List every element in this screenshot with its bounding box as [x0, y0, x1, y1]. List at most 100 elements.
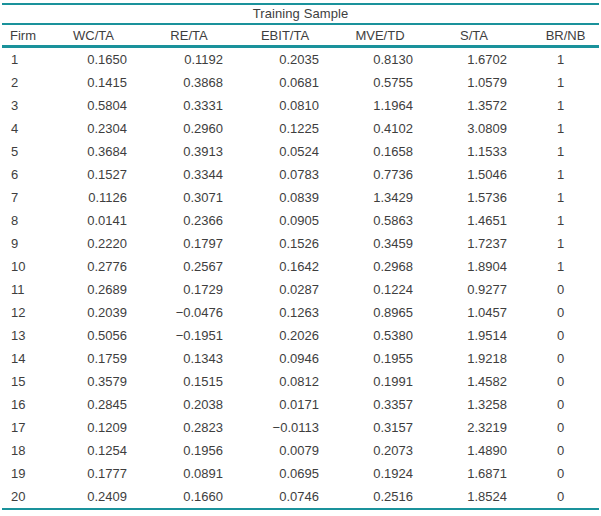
cell-wc-ta: 0.0141 — [55, 213, 150, 228]
cell-firm: 14 — [0, 351, 55, 366]
table-header-row: Firm WC/TA RE/TA EBIT/TA MVE/TD S/TA BR/… — [0, 25, 601, 45]
cell-ebit-ta: 0.0783 — [246, 167, 342, 182]
cell-ebit-ta: 0.0287 — [246, 282, 342, 297]
table-row: 7 0.1126 0.3071 0.0839 1.3429 1.5736 1 — [0, 186, 601, 209]
cell-re-ta: 0.2567 — [150, 259, 246, 274]
cell-ebit-ta: 0.1263 — [246, 305, 342, 320]
cell-br-nb: 0 — [530, 397, 601, 412]
cell-wc-ta: 0.2409 — [55, 489, 150, 504]
cell-mve-td: 0.1224 — [342, 282, 436, 297]
cell-mve-td: 0.3157 — [342, 420, 436, 435]
cell-mve-td: 0.5863 — [342, 213, 436, 228]
cell-ebit-ta: 0.1642 — [246, 259, 342, 274]
cell-firm: 10 — [0, 259, 55, 274]
cell-re-ta: 0.1192 — [150, 52, 246, 67]
cell-mve-td: 0.8130 — [342, 52, 436, 67]
cell-wc-ta: 0.2776 — [55, 259, 150, 274]
cell-ebit-ta: 0.1526 — [246, 236, 342, 251]
cell-re-ta: 0.2960 — [150, 121, 246, 136]
column-header-firm: Firm — [0, 28, 55, 43]
table-row: 6 0.1527 0.3344 0.0783 0.7736 1.5046 1 — [0, 163, 601, 186]
cell-s-ta: 1.6702 — [436, 52, 530, 67]
cell-ebit-ta: 0.2026 — [246, 328, 342, 343]
cell-br-nb: 1 — [530, 167, 601, 182]
cell-mve-td: 0.3459 — [342, 236, 436, 251]
cell-br-nb: 0 — [530, 489, 601, 504]
column-header-re-ta: RE/TA — [150, 28, 246, 43]
table-row: 10 0.2776 0.2567 0.1642 0.2968 1.8904 1 — [0, 255, 601, 278]
cell-mve-td: 0.1991 — [342, 374, 436, 389]
cell-mve-td: 0.1924 — [342, 466, 436, 481]
cell-mve-td: 1.1964 — [342, 98, 436, 113]
cell-ebit-ta: 0.0839 — [246, 190, 342, 205]
cell-firm: 5 — [0, 144, 55, 159]
table-row: 3 0.5804 0.3331 0.0810 1.1964 1.3572 1 — [0, 94, 601, 117]
cell-firm: 1 — [0, 52, 55, 67]
cell-wc-ta: 0.5804 — [55, 98, 150, 113]
table-row: 5 0.3684 0.3913 0.0524 0.1658 1.1533 1 — [0, 140, 601, 163]
cell-firm: 13 — [0, 328, 55, 343]
cell-wc-ta: 0.1209 — [55, 420, 150, 435]
cell-firm: 12 — [0, 305, 55, 320]
cell-firm: 15 — [0, 374, 55, 389]
table-row: 9 0.2220 0.1797 0.1526 0.3459 1.7237 1 — [0, 232, 601, 255]
cell-mve-td: 1.3429 — [342, 190, 436, 205]
cell-mve-td: 0.2073 — [342, 443, 436, 458]
cell-s-ta: 1.4651 — [436, 213, 530, 228]
cell-wc-ta: 0.5056 — [55, 328, 150, 343]
table-row: 13 0.5056 −0.1951 0.2026 0.5380 1.9514 0 — [0, 324, 601, 347]
cell-re-ta: −0.1951 — [150, 328, 246, 343]
cell-mve-td: 0.3357 — [342, 397, 436, 412]
cell-mve-td: 0.2516 — [342, 489, 436, 504]
cell-re-ta: 0.3913 — [150, 144, 246, 159]
cell-s-ta: 1.4582 — [436, 374, 530, 389]
cell-re-ta: −0.0476 — [150, 305, 246, 320]
cell-wc-ta: 0.1254 — [55, 443, 150, 458]
cell-wc-ta: 0.2039 — [55, 305, 150, 320]
cell-re-ta: 0.1660 — [150, 489, 246, 504]
cell-mve-td: 0.1658 — [342, 144, 436, 159]
cell-br-nb: 0 — [530, 466, 601, 481]
cell-s-ta: 2.3219 — [436, 420, 530, 435]
cell-s-ta: 1.6871 — [436, 466, 530, 481]
cell-ebit-ta: 0.0812 — [246, 374, 342, 389]
training-sample-table: Training Sample Firm WC/TA RE/TA EBIT/TA… — [0, 0, 601, 516]
cell-br-nb: 1 — [530, 213, 601, 228]
cell-br-nb: 1 — [530, 98, 601, 113]
cell-re-ta: 0.3868 — [150, 75, 246, 90]
cell-wc-ta: 0.1650 — [55, 52, 150, 67]
cell-ebit-ta: 0.2035 — [246, 52, 342, 67]
cell-br-nb: 1 — [530, 121, 601, 136]
table-row: 19 0.1777 0.0891 0.0695 0.1924 1.6871 0 — [0, 462, 601, 485]
cell-ebit-ta: 0.0746 — [246, 489, 342, 504]
cell-s-ta: 3.0809 — [436, 121, 530, 136]
cell-mve-td: 0.4102 — [342, 121, 436, 136]
cell-mve-td: 0.1955 — [342, 351, 436, 366]
cell-ebit-ta: 0.1225 — [246, 121, 342, 136]
cell-s-ta: 1.3258 — [436, 397, 530, 412]
table-row: 16 0.2845 0.2038 0.0171 0.3357 1.3258 0 — [0, 393, 601, 416]
cell-s-ta: 1.9218 — [436, 351, 530, 366]
cell-firm: 3 — [0, 98, 55, 113]
cell-s-ta: 1.8904 — [436, 259, 530, 274]
cell-wc-ta: 0.1126 — [55, 190, 150, 205]
table-row: 18 0.1254 0.1956 0.0079 0.2073 1.4890 0 — [0, 439, 601, 462]
cell-firm: 17 — [0, 420, 55, 435]
column-header-mve-td: MVE/TD — [342, 28, 436, 43]
cell-ebit-ta: 0.0079 — [246, 443, 342, 458]
cell-re-ta: 0.2366 — [150, 213, 246, 228]
table-body: 1 0.1650 0.1192 0.2035 0.8130 1.6702 1 2… — [0, 48, 601, 508]
cell-ebit-ta: 0.0524 — [246, 144, 342, 159]
cell-firm: 9 — [0, 236, 55, 251]
table-row: 12 0.2039 −0.0476 0.1263 0.8965 1.0457 0 — [0, 301, 601, 324]
cell-ebit-ta: 0.0905 — [246, 213, 342, 228]
table-row: 20 0.2409 0.1660 0.0746 0.2516 1.8524 0 — [0, 485, 601, 508]
cell-wc-ta: 0.1415 — [55, 75, 150, 90]
cell-wc-ta: 0.1527 — [55, 167, 150, 182]
cell-br-nb: 1 — [530, 190, 601, 205]
table-row: 17 0.1209 0.2823 −0.0113 0.3157 2.3219 0 — [0, 416, 601, 439]
cell-ebit-ta: −0.0113 — [246, 420, 342, 435]
cell-br-nb: 1 — [530, 259, 601, 274]
cell-firm: 6 — [0, 167, 55, 182]
cell-br-nb: 1 — [530, 236, 601, 251]
